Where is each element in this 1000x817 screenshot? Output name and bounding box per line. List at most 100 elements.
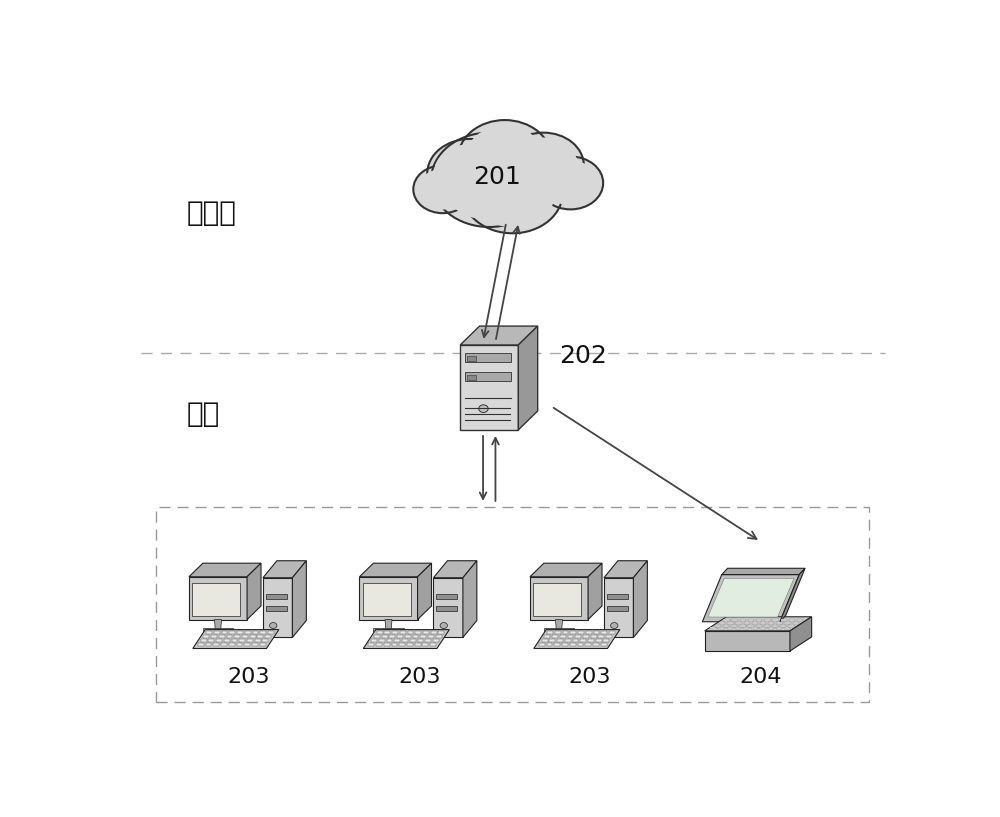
Bar [392,631,398,634]
Bar [731,619,738,621]
Bar [433,639,439,642]
Circle shape [503,132,584,198]
Bar [266,594,287,599]
Polygon shape [705,631,790,651]
Bar [723,619,730,621]
Bar [376,643,382,646]
Bar [252,643,258,646]
Bar [203,627,233,632]
Polygon shape [588,563,602,619]
Bar [609,631,615,634]
Bar [260,643,266,646]
Bar [237,631,243,634]
Bar [780,624,786,627]
Bar [557,639,563,642]
Bar [793,622,799,624]
Polygon shape [518,326,538,430]
Bar [423,631,429,634]
Bar [221,643,227,646]
Circle shape [440,140,539,220]
Bar [268,631,274,634]
Bar [544,635,550,638]
Bar [216,639,222,642]
Polygon shape [465,372,511,381]
Bar [201,639,207,642]
Bar [533,583,581,616]
Bar [363,583,411,616]
Bar [781,619,787,621]
Polygon shape [363,630,449,649]
Circle shape [611,623,618,628]
Bar [784,622,791,624]
Bar [415,631,421,634]
Bar [208,639,214,642]
Polygon shape [292,560,306,637]
Bar [211,635,217,638]
Bar [431,631,437,634]
Bar [266,606,287,610]
Bar [752,622,758,624]
Bar [415,643,421,646]
Bar [719,622,725,624]
Bar [232,639,237,642]
Bar [408,631,413,634]
Bar [407,643,413,646]
Bar [265,635,271,638]
Bar [568,635,573,638]
Bar [206,631,212,634]
Circle shape [543,160,598,205]
Bar [237,643,242,646]
Bar [394,639,400,642]
Bar [539,643,545,646]
Circle shape [434,144,506,203]
Bar [382,635,388,638]
Bar [560,635,566,638]
Bar [250,635,256,638]
Polygon shape [530,577,588,619]
Bar [573,639,578,642]
Bar [229,643,235,646]
Bar [255,639,261,642]
Bar [198,643,204,646]
Bar [547,643,552,646]
Polygon shape [263,578,292,637]
Bar [578,631,584,634]
Bar [562,643,568,646]
Bar [598,635,604,638]
Text: 203: 203 [569,667,611,687]
Polygon shape [604,560,647,578]
Bar [735,622,742,624]
Bar [214,631,220,634]
Bar [594,631,599,634]
Bar [377,631,383,634]
Text: 203: 203 [398,667,441,687]
Bar [759,627,766,629]
Polygon shape [460,345,518,430]
Polygon shape [604,578,633,637]
Bar [257,635,263,638]
Bar [436,635,442,638]
Bar [789,619,795,621]
Bar [580,639,586,642]
Bar [756,624,762,627]
Bar [784,627,790,629]
Polygon shape [433,578,463,637]
Bar [397,635,403,638]
Bar [438,631,444,634]
Polygon shape [189,563,261,577]
Text: 201: 201 [473,165,521,189]
Text: 204: 204 [739,667,782,687]
Text: 202: 202 [559,344,607,368]
Bar [384,643,390,646]
Bar [374,635,380,638]
Circle shape [470,158,555,227]
Bar [206,643,211,646]
Bar [213,643,219,646]
Bar [542,639,548,642]
Bar [402,639,408,642]
Bar [768,627,774,629]
Bar [751,627,758,629]
Polygon shape [385,619,392,629]
Polygon shape [359,577,418,619]
Polygon shape [722,569,805,574]
